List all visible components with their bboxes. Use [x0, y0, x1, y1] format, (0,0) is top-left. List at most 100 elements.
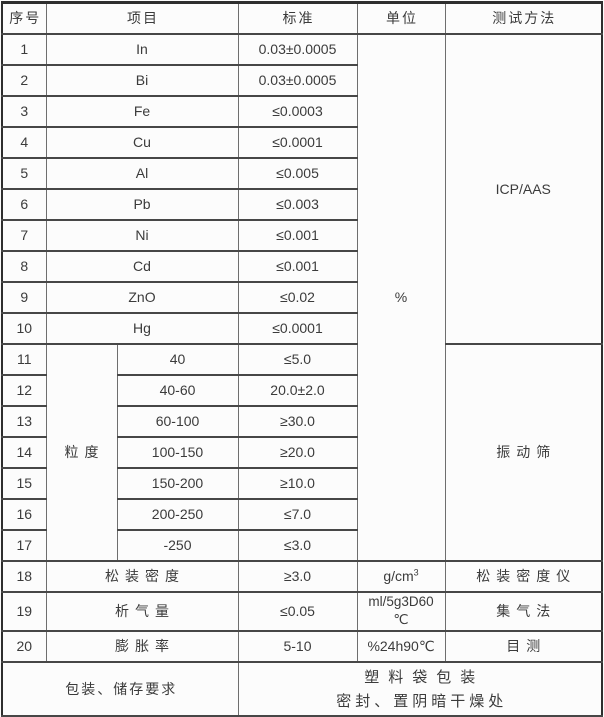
- unit-line-1: ml/5g3D60: [368, 594, 434, 610]
- row-std: 20.0±2.0: [237, 373, 358, 407]
- unit-superscript: 3: [413, 567, 419, 578]
- row-method: 集气法: [444, 590, 603, 632]
- table-row: 13 60-100 ≥30.0: [1, 404, 602, 438]
- row-range: 100-150: [116, 435, 239, 469]
- row-range: 150-200: [116, 466, 239, 500]
- row-item: Ni: [45, 218, 239, 252]
- row-std: 5-10: [237, 629, 358, 663]
- method-sieve-cell: 振动筛: [444, 342, 603, 562]
- table-row: 10 Hg ≤0.0001: [1, 311, 602, 345]
- row-no: 14: [1, 435, 47, 469]
- row-unit: %24h90℃: [356, 629, 446, 663]
- row-range: 60-100: [116, 404, 239, 438]
- row-item: Bi: [45, 63, 239, 97]
- table-row: 18 松装密度 ≥3.0 g/cm3 松装密度仪: [1, 559, 603, 593]
- row-item: Al: [45, 156, 239, 190]
- row-no: 1: [1, 32, 47, 66]
- row-item: Hg: [45, 311, 239, 345]
- row-no: 20: [1, 629, 47, 663]
- row-item: 松装密度: [45, 559, 239, 593]
- row-std: ≤3.0: [237, 528, 358, 562]
- table-row: 16 200-250 ≤7.0: [1, 497, 602, 531]
- row-item: Pb: [45, 187, 239, 221]
- row-no: 10: [1, 311, 47, 345]
- footer-row: 包装、储存要求 塑料袋包装 密封、置阴暗干燥处: [1, 660, 603, 717]
- table-row: 5 Al ≤0.005: [1, 156, 602, 190]
- method-icp-aas-cell: ICP/AAS: [444, 32, 603, 345]
- unit-line-2: ℃: [393, 612, 409, 627]
- table-row: 2 Bi 0.03±0.0005: [1, 63, 602, 97]
- row-no: 15: [1, 466, 47, 500]
- table-row: 3 Fe ≤0.0003: [1, 94, 602, 128]
- header-unit: 单位: [356, 1, 446, 35]
- row-std: ≤5.0: [237, 342, 358, 376]
- row-range: -250: [116, 528, 239, 562]
- row-std: ≥20.0: [237, 435, 358, 469]
- table-row: 19 析气量 ≤0.05 ml/5g3D60 ℃ 集气法: [1, 590, 603, 632]
- packaging-line-2: 密封、置阴暗干燥处: [336, 693, 508, 710]
- unit-percent-cell: %: [356, 32, 446, 562]
- table-row: 11 粒度 40 ≤5.0 振动筛: [1, 342, 603, 562]
- row-std: ≤0.003: [237, 187, 358, 221]
- row-std: 0.03±0.0005: [237, 63, 358, 97]
- header-std: 标准: [237, 1, 358, 35]
- row-no: 7: [1, 218, 47, 252]
- row-no: 5: [1, 156, 47, 190]
- row-item: 膨胀率: [45, 629, 239, 663]
- row-no: 2: [1, 63, 47, 97]
- table-row: 8 Cd ≤0.001: [1, 249, 602, 283]
- row-no: 4: [1, 125, 47, 159]
- row-method: 目测: [444, 629, 603, 663]
- packaging-line-1: 塑料袋包装: [364, 669, 485, 686]
- row-std: ≤0.02: [237, 280, 358, 314]
- table-row: 17 -250 ≤3.0: [1, 528, 602, 562]
- row-item: Cu: [45, 125, 239, 159]
- header-item: 项目: [45, 1, 239, 35]
- row-range: 200-250: [116, 497, 239, 531]
- row-no: 18: [1, 559, 47, 593]
- row-std: ≤0.005: [237, 156, 358, 190]
- row-std: ≤0.05: [237, 590, 358, 632]
- row-std: ≤0.001: [237, 249, 358, 283]
- row-range: 40-60: [116, 373, 239, 407]
- header-method: 测试方法: [444, 1, 603, 35]
- row-std: ≤0.0001: [237, 311, 358, 345]
- row-no: 19: [1, 590, 47, 632]
- table-row: 20 膨胀率 5-10 %24h90℃ 目测: [1, 629, 603, 663]
- row-std: ≥30.0: [237, 404, 358, 438]
- table-header-row: 序号 项目 标准 单位 测试方法: [1, 1, 603, 35]
- table-row: 14 100-150 ≥20.0: [1, 435, 602, 469]
- row-item: Cd: [45, 249, 239, 283]
- row-no: 9: [1, 280, 47, 314]
- row-unit: g/cm3: [356, 559, 446, 593]
- packaging-storage-value: 塑料袋包装 密封、置阴暗干燥处: [237, 660, 603, 717]
- unit-base: g/cm: [383, 568, 414, 584]
- table-row: 1 In 0.03±0.0005 % ICP/AAS: [1, 32, 603, 562]
- row-no: 13: [1, 404, 47, 438]
- row-no: 16: [1, 497, 47, 531]
- granularity-label-cell: 粒度: [45, 342, 118, 562]
- row-no: 8: [1, 249, 47, 283]
- row-item: 析气量: [45, 590, 239, 632]
- row-std: ≥10.0: [237, 466, 358, 500]
- table-row: 9 ZnO ≤0.02: [1, 280, 602, 314]
- row-unit: ml/5g3D60 ℃: [356, 590, 446, 632]
- row-item: ZnO: [45, 280, 239, 314]
- table-row: 4 Cu ≤0.0001: [1, 125, 602, 159]
- row-no: 12: [1, 373, 47, 407]
- row-std: ≤0.001: [237, 218, 358, 252]
- table-row: 12 40-60 20.0±2.0: [1, 373, 602, 407]
- table-row: 15 150-200 ≥10.0: [1, 466, 602, 500]
- row-no: 17: [1, 528, 47, 562]
- packaging-storage-label: 包装、储存要求: [1, 660, 239, 717]
- row-item: Fe: [45, 94, 239, 128]
- row-std: ≤0.0003: [237, 94, 358, 128]
- table-row: 6 Pb ≤0.003: [1, 187, 602, 221]
- row-std: ≤0.0001: [237, 125, 358, 159]
- row-no: 6: [1, 187, 47, 221]
- row-std: ≥3.0: [237, 559, 358, 593]
- row-no: 3: [1, 94, 47, 128]
- table-row: 7 Ni ≤0.001: [1, 218, 602, 252]
